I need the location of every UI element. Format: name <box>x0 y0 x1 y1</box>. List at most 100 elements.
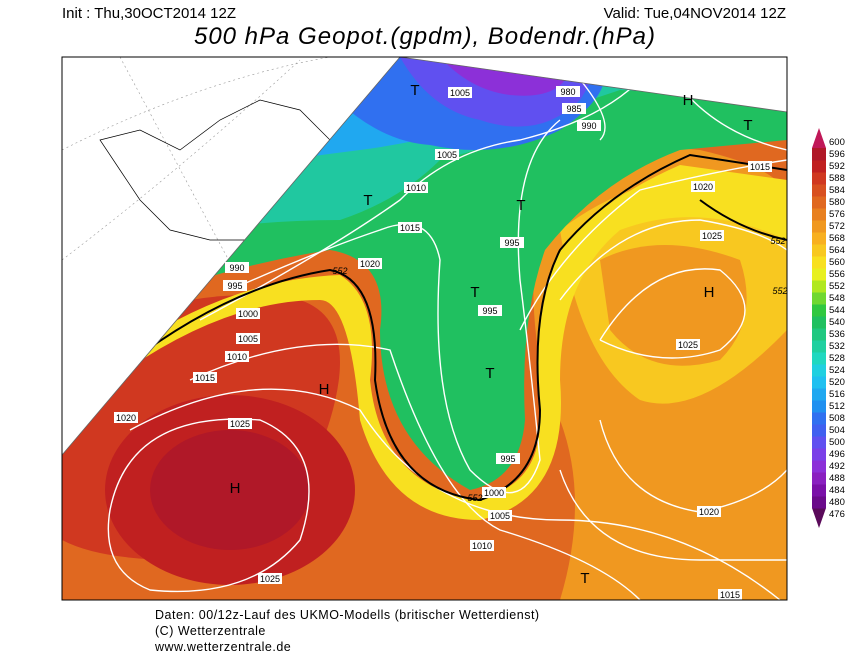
colorbar-label: 528 <box>829 353 845 364</box>
isobar-label-box <box>225 262 249 273</box>
init-time: Init : Thu,30OCT2014 12Z <box>62 5 236 22</box>
isobar-label-box <box>258 573 282 584</box>
isobar-label: 995 <box>500 454 515 464</box>
isobar-label: 995 <box>227 281 242 291</box>
colorbar-swatch <box>812 376 826 389</box>
colorbar-label: 512 <box>829 401 845 412</box>
contour-552 <box>62 153 787 502</box>
isobar-label: 995 <box>504 238 519 248</box>
colorbar-swatch <box>812 148 826 161</box>
colorbar-swatch <box>812 508 826 528</box>
isobar-label-box <box>435 149 459 160</box>
isobar-label: 1010 <box>406 183 426 193</box>
isobar-label-box <box>228 418 252 429</box>
colorbar-swatch <box>812 448 826 461</box>
colorbar-label: 484 <box>829 485 845 496</box>
pressure-center: T <box>363 192 372 209</box>
isobar-label: 1005 <box>238 334 258 344</box>
height-label: 552 <box>772 286 787 296</box>
isobar-label-box <box>470 540 494 551</box>
colorbar-label: 548 <box>829 293 845 304</box>
colorbar-label: 476 <box>829 509 845 520</box>
isobar-label: 1000 <box>484 488 504 498</box>
isobar-label-box <box>448 87 472 98</box>
isobar-label-box <box>404 182 428 193</box>
height-label: 552 <box>770 236 785 246</box>
colorbar-swatch <box>812 400 826 413</box>
isobar-label: 1015 <box>720 590 740 600</box>
isobar-label-box <box>223 280 247 291</box>
colorbar-swatch <box>812 256 826 269</box>
colorbar-label: 516 <box>829 389 845 400</box>
colorbar-swatch <box>812 364 826 377</box>
map-title: 500 hPa Geopot.(gpdm), Bodendr.(hPa) <box>194 23 656 50</box>
colorbar-swatch <box>812 316 826 329</box>
colorbar-swatch <box>812 196 826 209</box>
colorbar-label: 588 <box>829 173 845 184</box>
colorbar-swatch <box>812 304 826 317</box>
colorbar-swatch <box>812 292 826 305</box>
colorbar-swatch <box>812 244 826 257</box>
pressure-center: T <box>470 284 479 301</box>
colorbar-swatch <box>812 496 826 509</box>
colorbar-label: 544 <box>829 305 845 316</box>
isobar-label: 1005 <box>490 511 510 521</box>
colorbar-swatch <box>812 184 826 197</box>
isobar-label: 1000 <box>238 309 258 319</box>
pressure-center: T <box>580 570 589 587</box>
colorbar-swatch <box>812 208 826 221</box>
isobar-label-box <box>577 120 601 131</box>
isobars <box>107 57 787 600</box>
colorbar-swatch <box>812 352 826 365</box>
colorbar-label: 552 <box>829 281 845 292</box>
isobar-label-box <box>748 161 772 172</box>
isobar-label: 1005 <box>437 150 457 160</box>
isobar-label: 1020 <box>693 182 713 192</box>
colorbar-swatch <box>812 412 826 425</box>
colorbar-label: 480 <box>829 497 845 508</box>
colorbar-label: 592 <box>829 161 845 172</box>
colorbar-swatch <box>812 388 826 401</box>
colorbar-swatch <box>812 340 826 353</box>
colorbar-swatch <box>812 172 826 185</box>
colorbar-swatch <box>812 472 826 485</box>
pressure-center: H <box>704 284 715 301</box>
pressure-center: T <box>485 365 494 382</box>
isobar-label-box <box>225 351 249 362</box>
colorbar-swatch <box>812 280 826 293</box>
colorbar-label: 584 <box>829 185 845 196</box>
colorbar-swatch <box>812 460 826 473</box>
isobar-label-box <box>718 589 742 600</box>
isobar-label-box <box>478 305 502 316</box>
isobar-label: 1015 <box>400 223 420 233</box>
pressure-center: T <box>410 82 419 99</box>
isobar-label-box <box>114 412 138 423</box>
isobar-label: 1010 <box>472 541 492 551</box>
isobar-label: 1010 <box>227 352 247 362</box>
isobar-label: 1025 <box>260 574 280 584</box>
colorbar-label: 580 <box>829 197 845 208</box>
colorbar-label: 508 <box>829 413 845 424</box>
isobar-label-box <box>556 86 580 97</box>
pressure-center: H <box>683 92 694 109</box>
isobar-label: 1025 <box>678 340 698 350</box>
pressure-center: T <box>516 197 525 214</box>
colorbar-label: 524 <box>829 365 845 376</box>
colorbar-swatch <box>812 160 826 173</box>
colorbar-swatch <box>812 220 826 233</box>
isobar-label: 1005 <box>450 88 470 98</box>
colorbar-label: 556 <box>829 269 845 280</box>
colorbar-label: 536 <box>829 329 845 340</box>
isobar-label-box <box>236 333 260 344</box>
isobar-label-box <box>496 453 520 464</box>
colorbar-label: 504 <box>829 425 845 436</box>
isobar-label: 980 <box>560 87 575 97</box>
isobar-label: 1015 <box>750 162 770 172</box>
valid-time: Valid: Tue,04NOV2014 12Z <box>604 5 786 22</box>
colorbar-label: 600 <box>829 137 845 148</box>
isobar-label: 1025 <box>702 231 722 241</box>
isobar-label-box <box>488 510 512 521</box>
footer-line: www.wetterzentrale.de <box>154 640 291 654</box>
